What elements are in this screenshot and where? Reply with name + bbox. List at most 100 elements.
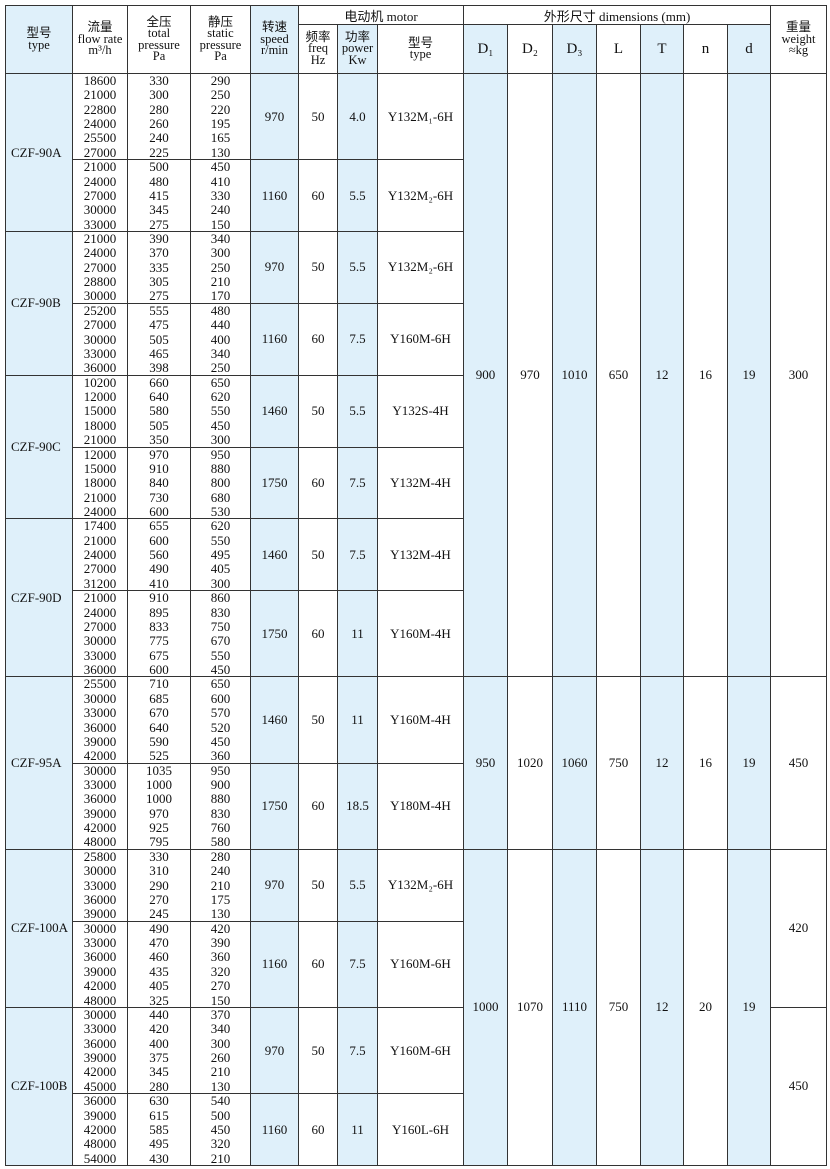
power-cell: 7.5: [337, 920, 378, 1008]
power-cell: 7.5: [337, 1006, 378, 1095]
total-value: 470: [149, 935, 169, 951]
header-text: static: [207, 26, 234, 40]
total-value: 260: [149, 116, 169, 132]
flow-value: 21000: [83, 432, 117, 448]
static-value: 450: [210, 733, 231, 749]
static-value: 210: [210, 274, 231, 290]
flow-value: 24000: [83, 245, 117, 261]
flow-value: 48000: [83, 834, 117, 850]
static-value: 250: [210, 87, 231, 103]
static-value: 530: [210, 504, 231, 520]
total-value: 775: [149, 633, 169, 649]
motor-type: Y132M-4H: [390, 474, 451, 490]
flow-value: 12000: [83, 389, 117, 405]
dimension-cell: 900: [463, 73, 508, 678]
model-cell: CZF-90B: [5, 231, 73, 376]
speed-cell: 1160: [250, 302, 299, 376]
total-value: 440: [149, 1006, 169, 1022]
static-cell: 450 410 330 240 150: [190, 159, 251, 233]
static-cell: 860 830 750 670 550 450: [190, 590, 251, 678]
total-value: 325: [149, 992, 169, 1008]
header-text: D₁: [477, 40, 494, 57]
flow-value: 27000: [83, 144, 117, 160]
motor-cell: Y180M-4H: [377, 762, 464, 850]
dimension-cell: 19: [727, 676, 771, 850]
total-value: 290: [149, 877, 169, 893]
flow-cell: 25500 30000 33000 36000 39000 42000: [72, 676, 128, 764]
power-value: 7.5: [349, 546, 366, 562]
header-group: 外形尺寸 dimensions (mm): [463, 5, 771, 25]
weight-value: 420: [788, 920, 809, 936]
static-value: 280: [210, 848, 231, 864]
header-text: 频率: [305, 29, 331, 44]
flow-value: 21000: [83, 489, 117, 505]
flow-value: 24000: [83, 173, 117, 189]
speed-cell: 1460: [250, 518, 299, 592]
header-text: Hz: [310, 52, 326, 67]
static-value: 600: [210, 690, 231, 706]
total-value: 640: [149, 389, 169, 405]
dimension-value: 12: [655, 999, 669, 1015]
header-cell: T: [640, 24, 684, 74]
static-cell: 280 240 210 175 130: [190, 848, 251, 922]
total-value: 330: [149, 848, 169, 864]
static-value: 210: [210, 877, 231, 893]
total-value: 225: [149, 144, 169, 160]
static-value: 450: [210, 159, 231, 175]
flow-value: 36000: [83, 1035, 117, 1051]
flow-cell: 21000 24000 27000 28800 30000: [72, 231, 128, 304]
dimension-value: 19: [742, 755, 756, 771]
power-cell: 18.5: [337, 762, 378, 850]
total-cell: 390 370 335 305 275: [127, 231, 191, 304]
power-cell: 11: [337, 1093, 378, 1166]
freq-value: 60: [311, 331, 325, 347]
header-text: type: [409, 47, 432, 61]
model-type: CZF-95A: [11, 755, 62, 771]
static-value: 620: [210, 389, 231, 405]
speed-cell: 970: [250, 848, 299, 922]
header-cell: 转速 speed r/min: [250, 5, 299, 74]
static-value: 130: [210, 1078, 231, 1094]
flow-value: 36000: [83, 891, 117, 907]
total-value: 460: [149, 949, 169, 965]
dimension-value: 1000: [472, 999, 499, 1015]
flow-value: 30000: [83, 762, 117, 778]
header-text: D₂: [521, 40, 539, 57]
total-cell: 330 300 280 260 240 225: [127, 73, 191, 161]
model-cell: CZF-100B: [5, 1006, 73, 1166]
flow-value: 42000: [83, 1121, 117, 1137]
static-value: 360: [210, 748, 231, 764]
flow-value: 24000: [83, 604, 117, 620]
freq-cell: 50: [298, 1006, 338, 1095]
header-text: flow rate: [77, 31, 123, 46]
static-value: 450: [210, 1121, 231, 1137]
static-cell: 290 250 220 195 165 130: [190, 73, 251, 161]
flow-value: 33000: [83, 345, 117, 361]
header-text: 功率: [344, 29, 370, 44]
power-cell: 11: [337, 676, 378, 764]
static-value: 240: [210, 863, 231, 879]
model-type: CZF-90C: [11, 439, 61, 455]
total-cell: 1035 1000 1000 970 925 795: [127, 762, 191, 850]
flow-value: 36000: [83, 360, 117, 376]
total-value: 585: [149, 1121, 169, 1137]
flow-value: 48000: [83, 992, 117, 1008]
dimension-value: 16: [699, 367, 712, 383]
static-value: 650: [210, 676, 231, 692]
header-text: L: [613, 40, 624, 57]
static-value: 195: [210, 116, 231, 132]
static-value: 950: [210, 446, 231, 462]
power-value: 11: [351, 712, 364, 728]
static-cell: 540 500 450 320 210: [190, 1093, 251, 1166]
model-cell: CZF-90D: [5, 518, 73, 678]
static-value: 340: [210, 231, 231, 247]
flow-value: 33000: [83, 216, 117, 232]
dimension-value: 12: [655, 755, 669, 771]
dimension-cell: 950: [463, 676, 508, 850]
total-value: 310: [149, 863, 169, 879]
static-value: 170: [210, 288, 231, 304]
flow-value: 30000: [83, 690, 117, 706]
flow-cell: 25800 30000 33000 36000 39000: [72, 848, 128, 922]
power-cell: 11: [337, 590, 378, 678]
dimension-value: 1060: [561, 755, 588, 771]
